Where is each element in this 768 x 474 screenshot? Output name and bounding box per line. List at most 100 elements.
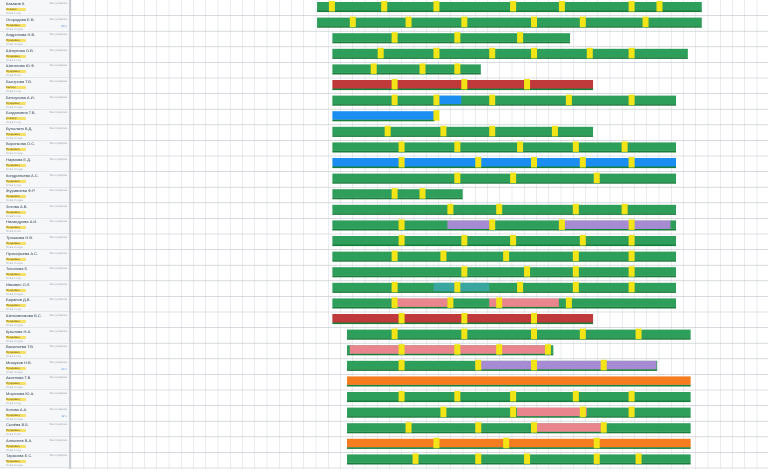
employee-row[interactable]: Прокофьева А.С. Без графика Продавец Стаж 3… [0,250,69,266]
employee-name[interactable]: Сычёва В.Б. [6,422,30,428]
shift-underline [332,57,688,59]
employee-name[interactable]: Богдановна Т.В. [6,110,36,116]
employee-row[interactable]: Баранов Д.В. Без графика Продавец Стаж 1 го… [0,296,69,313]
employee-row[interactable]: Ивкович О.Л. Без графика Продавец Стаж 2 го… [0,281,69,297]
shift-underline [347,369,658,371]
break-marker [370,63,377,74]
break-marker [531,157,538,168]
employee-row[interactable]: Трошкова Н.В. Без графика Продавец Стаж 2 г… [0,234,69,250]
employee-role: Продавец [6,459,20,464]
employee-row[interactable]: Богдановна Т.В. Без графика Стажёр Стаж 1 г… [0,109,69,126]
employee-row[interactable]: Воронкова О.С. Без графика Продавец Стаж 2 … [0,140,69,157]
employee-name[interactable]: Наумова Е.Д. [6,157,32,162]
employee-role: Продавец [6,397,20,401]
break-marker [489,94,496,106]
employee-row[interactable]: Казаков К. Без графика Стажёр Стаж 1 год [0,0,69,16]
employee-name[interactable]: Котова А.А. [6,406,28,412]
break-marker [440,250,447,262]
shift-bar [347,376,691,385]
schedule-status: Без графика [49,391,67,395]
employee-row[interactable]: Котова А.А. Без графика Продавец Стаж 2 год… [0,406,69,422]
employee-row[interactable]: Крылова Н.А. Без графика Продавец Стаж 2 го… [0,328,69,344]
break-marker [419,63,426,74]
employee-name[interactable]: Быстрова Т.В. [6,79,33,84]
break-marker [524,79,531,90]
employee-row[interactable]: Шатилова Ю.Ф. Без графика Продавец Стаж 5 л… [0,62,69,79]
break-marker [531,16,538,28]
employee-name[interactable]: Кондратьева А.С. [6,172,39,178]
employee-row[interactable]: Сычёва В.Б. Без графика Продавец Стаж 5 лет [0,421,69,438]
employee-name[interactable]: Баранов Д.В. [6,297,31,303]
employee-name[interactable]: Андронова Н.В. [6,32,36,38]
role-badge [6,429,26,433]
shift-bar [347,438,691,448]
employee-name[interactable]: Журавлева Ф.Р. [6,188,36,194]
employee-name[interactable]: Тихонова Е. [6,266,29,272]
employee-name[interactable]: Белоусова А.И. [6,94,35,100]
employee-name[interactable]: Шатилова Ю.Ф. [6,63,36,69]
break-marker [454,32,461,43]
employee-name[interactable]: Бутылкин В.Д. [6,125,33,131]
break-marker [517,32,524,43]
employee-name[interactable]: Мишуков Н.В. [6,359,32,365]
employee-name[interactable]: Шепунова О.В. [6,47,34,53]
employee-row[interactable]: Быстрова Т.В. Без графика Кассир Стаж 1 год [0,78,69,94]
employee-row[interactable]: Шелковникова В.С. Без графика Продавец Стаж… [0,312,69,328]
employee-name[interactable]: Трошкова Н.В. [6,235,34,240]
employee-name[interactable]: Крылова Н.А. [6,328,32,334]
employee-row[interactable]: Огородова Е.В. Без графика Продавец Стаж 2 … [0,16,69,32]
break-marker [621,203,628,215]
shift-underline [347,384,691,387]
employee-role: Продавец [6,163,20,167]
break-marker [391,328,398,340]
employee-name[interactable]: Тарасова Е.С. [6,453,33,459]
employee-row[interactable]: Журавлева Ф.Р. Без графика Продавец Стаж 2 … [0,187,69,204]
break-marker [628,406,635,418]
employee-name[interactable]: Алексеев В.А. [6,437,33,443]
employee-row[interactable]: Зотова А.В. Без графика Продавец Стаж 1 год [0,203,69,219]
schedule-status: Без графика [49,157,67,161]
employee-name[interactable]: Казаков К. [6,1,26,6]
schedule-status: Без графика [49,172,67,177]
break-marker [454,391,461,402]
employee-name[interactable]: Зотова А.В. [6,203,28,209]
employee-name[interactable]: Васильева Т.В. [6,344,35,350]
shift-underline [317,26,702,28]
employee-row[interactable]: Алексеев В.А. Без графика Продавец Стаж 1 г… [0,437,69,453]
employee-row[interactable]: Никандрова А.И. Без графика Продавец Стаж 6… [0,218,69,235]
employee-row[interactable]: Андронова Н.В. Без графика Продавец Стаж 3 … [0,31,69,48]
shift-bar [332,173,676,183]
break-marker [391,250,398,262]
employee-row[interactable]: Тихонова Е. Без графика Продавец Стаж 1 год [0,265,69,282]
role-badge [6,23,26,27]
schedule-status: Без графика [49,188,67,193]
employee-row[interactable]: Васильева Т.В. Без графика Продавец Стаж 1 … [0,343,69,360]
employee-name[interactable]: Шелковникова В.С. [6,313,42,318]
schedule-status: Без графика [49,47,67,52]
employee-name[interactable]: Никандрова А.И. [6,219,38,225]
break-marker [551,125,558,137]
employee-row[interactable]: Наумова Е.Д. Без графика Продавец Стаж 3 го… [0,156,69,172]
employee-name[interactable]: Воронкова О.С. [6,141,36,147]
employee-name[interactable]: Огородова Е.В. [6,16,35,22]
break-marker [531,422,538,433]
employee-row[interactable]: Мишуков Н.В. Без графика Продавец Стаж 3 го… [0,359,69,375]
employee-row[interactable]: Морозова Ю.А. Без графика Продавец Стаж 1 г… [0,390,69,406]
employee-name[interactable]: Аксенова Т.В. [6,375,32,381]
employee-name[interactable]: Ивкович О.Л. [6,281,31,287]
employee-row[interactable]: Шепунова О.В. Без графика Продавец Стаж 1 г… [0,47,69,63]
employee-role: Продавец [6,350,20,355]
employee-role: Продавец [6,69,20,74]
employee-row[interactable]: Аксенова Т.В. Без графика Продавец Стаж 2 г… [0,374,69,391]
employee-name[interactable]: Прокофьева А.С. [6,250,39,256]
employee-row[interactable]: Бутылкин В.Д. Без графика Продавец Стаж 4 г… [0,125,69,141]
employee-row[interactable]: Белоусова А.И. Без графика Продавец Стаж 2 … [0,94,69,110]
break-marker [572,203,579,215]
break-marker [628,281,635,293]
employee-row[interactable]: Тарасова Е.С. Без графика Продавец Стаж 2 г… [0,452,69,469]
employee-name[interactable]: Морозова Ю.А. [6,391,35,396]
employee-role: Продавец [6,147,20,152]
employee-row[interactable]: Кондратьева А.С. Без графика Продавец Стаж … [0,172,69,188]
employee-meta: Стаж 3 года [6,369,23,374]
break-marker [475,453,482,464]
